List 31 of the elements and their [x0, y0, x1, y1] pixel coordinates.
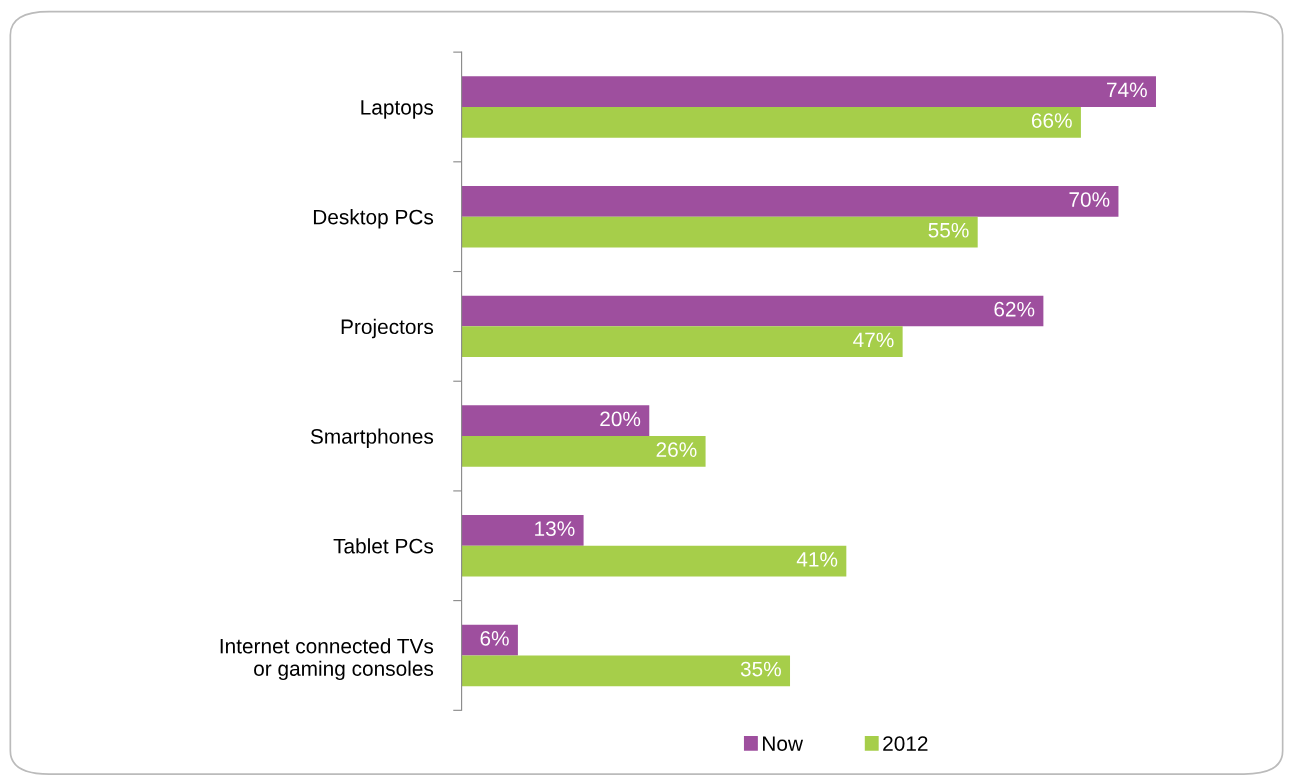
y-tick-label: Smartphones [310, 428, 434, 448]
bar [461, 106, 1081, 138]
bar [461, 405, 650, 437]
bar [461, 295, 1044, 327]
y-tick-label: Tablet PCs [333, 538, 434, 554]
data-label: 74% [1107, 82, 1147, 98]
bar [461, 185, 1119, 217]
y-tick-label: Internet connected TVs or gaming consoles [220, 638, 434, 681]
data-label: 20% [600, 411, 641, 427]
bar [461, 326, 903, 358]
bar [461, 436, 706, 467]
bar [461, 515, 584, 546]
legend-label: Now [763, 736, 804, 751]
bar [461, 545, 847, 577]
data-label: 35% [740, 661, 781, 677]
data-label: 41% [796, 552, 838, 567]
data-label: 6% [480, 630, 509, 646]
legend-label: 2012 [883, 736, 928, 751]
data-label: 62% [994, 301, 1035, 317]
y-tick-label: Desktop PCs [313, 209, 434, 229]
bar [461, 76, 1156, 107]
data-label: 26% [656, 442, 697, 458]
y-tick-label: Projectors [341, 318, 434, 339]
y-tick-label: Laptops [361, 100, 434, 119]
data-label: 70% [1069, 192, 1110, 207]
data-label: 66% [1031, 113, 1072, 128]
data-label: 13% [535, 521, 575, 536]
data-label: 55% [928, 222, 969, 238]
bar [461, 216, 978, 248]
bar [461, 655, 791, 687]
data-label: 47% [853, 332, 894, 348]
